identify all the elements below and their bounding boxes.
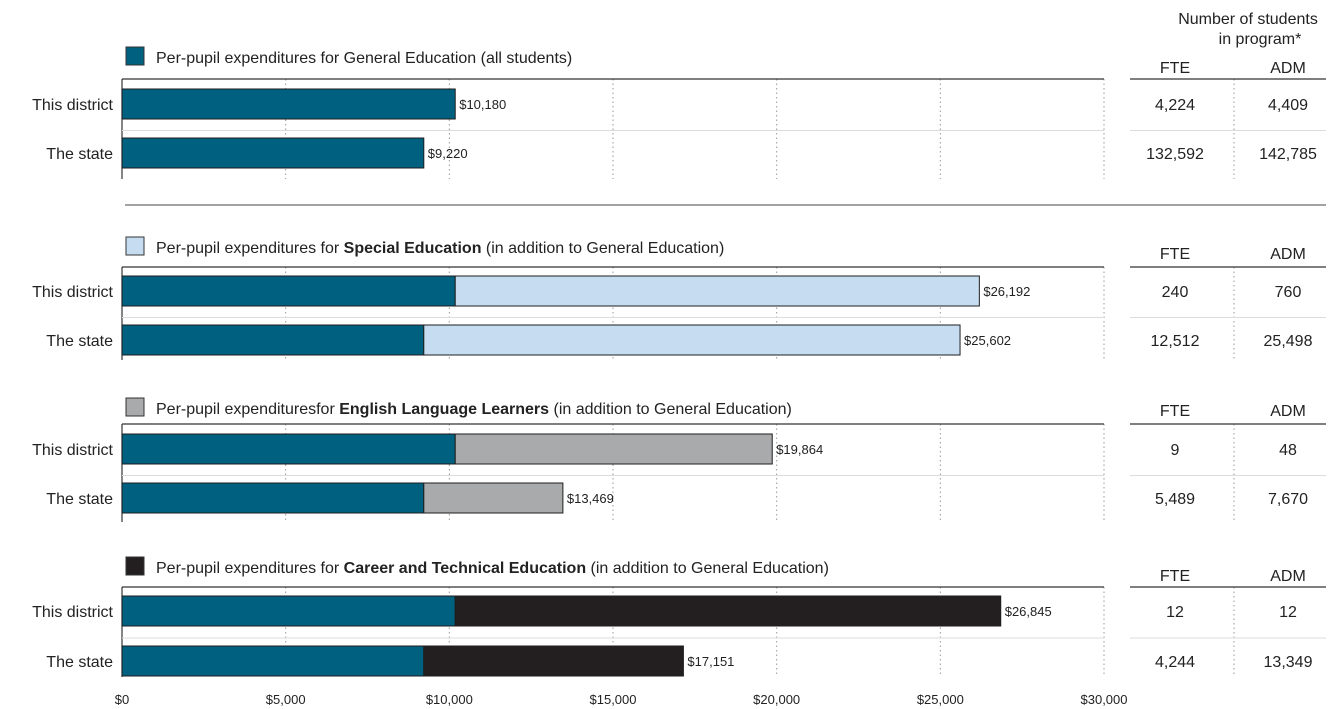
table-title-line2: in program* <box>1219 31 1302 48</box>
fte-value: 240 <box>1162 284 1189 301</box>
bar-ell-segment <box>423 482 564 514</box>
fte-header: FTE <box>1160 568 1190 585</box>
x-tick-label: $15,000 <box>590 692 637 707</box>
category-label: This district <box>32 442 113 459</box>
legend-part: (in addition to General Education) <box>481 240 724 257</box>
legend-part: (in addition to General Education) <box>586 560 829 577</box>
category-label: This district <box>32 284 113 301</box>
bar-general-segment <box>121 595 456 627</box>
bar-general-segment <box>121 482 425 514</box>
x-tick-label: $0 <box>115 692 129 707</box>
adm-value: 13,349 <box>1264 654 1313 671</box>
adm-value: 25,498 <box>1264 333 1313 350</box>
fte-value: 4,224 <box>1155 97 1195 114</box>
category-label: This district <box>32 604 113 621</box>
legend-part: Special Education <box>344 240 482 257</box>
x-tick-label: $5,000 <box>266 692 306 707</box>
bar-value-label: $25,602 <box>964 333 1011 348</box>
legend-swatch-special <box>125 236 145 256</box>
adm-header: ADM <box>1270 60 1306 77</box>
adm-value: 760 <box>1275 284 1302 301</box>
bar-general-segment <box>121 645 425 677</box>
bar-general-segment <box>121 433 456 465</box>
category-label: The state <box>46 491 113 508</box>
bar-general-segment <box>121 324 425 356</box>
bars <box>121 46 1002 677</box>
fte-value: 4,244 <box>1155 654 1195 671</box>
legend-part: (in addition to General Education) <box>549 401 792 418</box>
legend-text-cte: Per-pupil expenditures for Career and Te… <box>156 560 829 577</box>
bar-value-label: $13,469 <box>567 491 614 506</box>
bar-general-segment <box>121 88 456 120</box>
legend-swatch-general <box>125 46 145 66</box>
bar-cte-segment <box>423 645 684 677</box>
adm-value: 12 <box>1279 604 1297 621</box>
table-title-line1: Number of students <box>1178 11 1318 28</box>
bar-value-label: $9,220 <box>428 146 468 161</box>
bar-special-segment <box>454 275 980 307</box>
legend-swatch-ell <box>125 397 145 417</box>
legend-text-general: Per-pupil expenditures for General Educa… <box>156 50 572 67</box>
bar-value-label: $26,845 <box>1005 604 1052 619</box>
legend-part: Career and Technical Education <box>344 560 586 577</box>
fte-header: FTE <box>1160 403 1190 420</box>
legend-swatch-cte <box>125 556 145 576</box>
adm-value: 142,785 <box>1259 146 1317 163</box>
fte-value: 5,489 <box>1155 491 1195 508</box>
bar-special-segment <box>423 324 961 356</box>
category-label: The state <box>46 146 113 163</box>
adm-header: ADM <box>1270 568 1306 585</box>
legend-text-special: Per-pupil expenditures for Special Educa… <box>156 240 724 257</box>
legend-part: Per-pupil expenditures for General Educa… <box>156 50 572 67</box>
fte-value: 9 <box>1171 442 1180 459</box>
category-label: The state <box>46 654 113 671</box>
fte-value: 132,592 <box>1146 146 1204 163</box>
bar-value-label: $26,192 <box>983 284 1030 299</box>
bar-value-label: $19,864 <box>776 442 823 457</box>
labels: Number of students in program* Per-pupil e… <box>32 11 1318 707</box>
adm-header: ADM <box>1270 403 1306 420</box>
fte-value: 12 <box>1166 604 1184 621</box>
fte-value: 12,512 <box>1151 333 1200 350</box>
bar-general-segment <box>121 275 456 307</box>
bar-general-segment <box>121 137 425 169</box>
adm-header: ADM <box>1270 246 1306 263</box>
bar-cte-segment <box>454 595 1002 627</box>
fte-header: FTE <box>1160 60 1190 77</box>
fte-header: FTE <box>1160 246 1190 263</box>
category-label: This district <box>32 97 113 114</box>
adm-value: 7,670 <box>1268 491 1308 508</box>
bar-value-label: $17,151 <box>687 654 734 669</box>
legend-part: Per-pupil expendituresfor <box>156 401 339 418</box>
x-tick-label: $10,000 <box>426 692 473 707</box>
legend-part: English Language Learners <box>339 401 549 418</box>
adm-value: 48 <box>1279 442 1297 459</box>
legend-part: Per-pupil expenditures for <box>156 240 344 257</box>
grid-lines <box>121 78 1326 677</box>
x-tick-label: $30,000 <box>1081 692 1128 707</box>
legend-text-ell: Per-pupil expendituresfor English Langua… <box>156 401 792 418</box>
adm-value: 4,409 <box>1268 97 1308 114</box>
x-tick-label: $25,000 <box>917 692 964 707</box>
bar-ell-segment <box>454 433 773 465</box>
x-tick-label: $20,000 <box>753 692 800 707</box>
bar-value-label: $10,180 <box>459 97 506 112</box>
category-label: The state <box>46 333 113 350</box>
legend-part: Per-pupil expenditures for <box>156 560 344 577</box>
